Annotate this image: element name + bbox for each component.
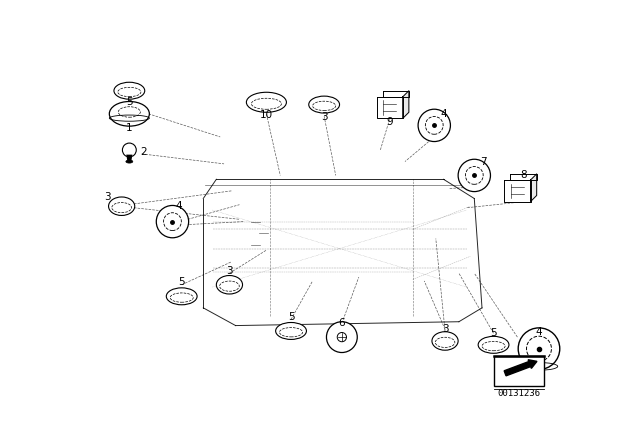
Text: 9: 9	[387, 116, 393, 126]
Polygon shape	[504, 180, 531, 202]
Ellipse shape	[276, 323, 307, 340]
Text: 00131236: 00131236	[497, 389, 540, 398]
Ellipse shape	[308, 96, 340, 113]
Text: 5: 5	[288, 312, 294, 322]
Circle shape	[326, 322, 357, 353]
Ellipse shape	[109, 197, 135, 215]
Polygon shape	[403, 91, 409, 118]
Polygon shape	[531, 174, 537, 202]
Text: 5: 5	[179, 277, 185, 288]
Text: 8: 8	[520, 170, 527, 181]
Ellipse shape	[246, 92, 287, 112]
Text: 5: 5	[126, 97, 132, 107]
Ellipse shape	[216, 276, 243, 294]
Ellipse shape	[126, 160, 133, 163]
Text: 4: 4	[440, 109, 447, 119]
Circle shape	[418, 109, 451, 142]
Text: 6: 6	[339, 318, 345, 328]
Text: 7: 7	[480, 156, 487, 167]
Text: 3: 3	[442, 323, 449, 334]
Ellipse shape	[114, 82, 145, 99]
Circle shape	[337, 332, 346, 342]
Polygon shape	[511, 174, 537, 180]
Circle shape	[458, 159, 490, 192]
Circle shape	[518, 328, 560, 370]
FancyArrow shape	[504, 360, 537, 376]
Text: 5: 5	[490, 327, 497, 337]
Text: 2: 2	[140, 147, 147, 157]
Text: 4: 4	[175, 201, 182, 211]
Polygon shape	[376, 97, 403, 118]
Text: 10: 10	[260, 110, 273, 120]
Ellipse shape	[166, 288, 197, 305]
Ellipse shape	[109, 102, 149, 126]
Text: 4: 4	[536, 327, 542, 337]
Text: 1: 1	[126, 123, 132, 133]
Text: 3: 3	[104, 192, 111, 202]
Text: 3: 3	[226, 266, 233, 276]
Polygon shape	[383, 91, 409, 97]
Bar	[494, 356, 543, 386]
Circle shape	[156, 206, 189, 238]
Ellipse shape	[432, 332, 458, 350]
Polygon shape	[126, 155, 132, 162]
Circle shape	[122, 143, 136, 157]
Text: 3: 3	[321, 112, 328, 122]
Ellipse shape	[478, 336, 509, 353]
